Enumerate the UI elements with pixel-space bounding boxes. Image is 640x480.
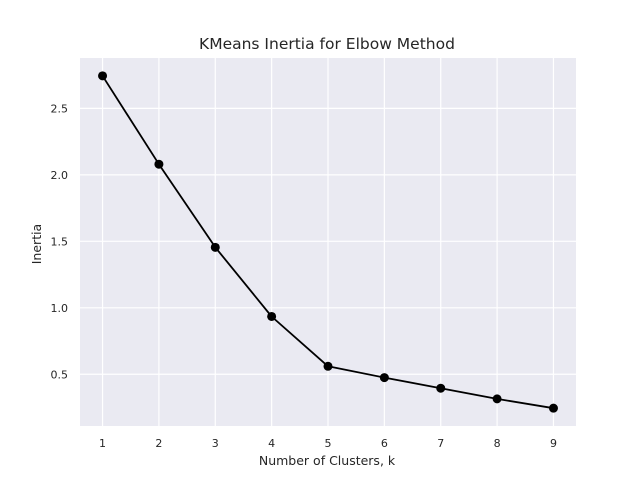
x-tick-label: 1 bbox=[99, 437, 106, 450]
y-tick-label: 1.5 bbox=[51, 235, 69, 248]
data-point-k4 bbox=[267, 311, 277, 321]
y-axis-label: Inertia bbox=[29, 224, 44, 264]
data-point-k9 bbox=[548, 403, 558, 413]
x-tick-label: 7 bbox=[437, 437, 444, 450]
x-axis-label: Number of Clusters, k bbox=[259, 453, 396, 468]
x-tick-label: 9 bbox=[550, 437, 557, 450]
grid-lines bbox=[80, 58, 576, 426]
data-point-k1 bbox=[98, 71, 108, 81]
y-tick-label: 2.0 bbox=[51, 169, 69, 182]
x-axis-ticks: 1 2 3 4 5 6 7 8 9 bbox=[99, 437, 557, 450]
x-tick-label: 2 bbox=[155, 437, 162, 450]
x-tick-label: 4 bbox=[268, 437, 275, 450]
data-point-k6 bbox=[379, 373, 389, 383]
y-tick-label: 2.5 bbox=[51, 102, 69, 115]
x-tick-label: 8 bbox=[494, 437, 501, 450]
chart-title: KMeans Inertia for Elbow Method bbox=[199, 35, 455, 53]
y-axis-ticks: 0.5 1.0 1.5 2.0 2.5 bbox=[51, 102, 69, 381]
inertia-series bbox=[98, 71, 558, 413]
data-point-k8 bbox=[492, 394, 502, 404]
x-tick-label: 3 bbox=[212, 437, 219, 450]
x-tick-label: 5 bbox=[325, 437, 332, 450]
data-point-k2 bbox=[154, 159, 164, 169]
y-tick-label: 0.5 bbox=[51, 368, 69, 381]
data-point-k7 bbox=[436, 383, 446, 393]
data-point-k5 bbox=[323, 361, 333, 371]
x-tick-label: 6 bbox=[381, 437, 388, 450]
y-tick-label: 1.0 bbox=[51, 302, 69, 315]
data-point-k3 bbox=[210, 242, 220, 252]
